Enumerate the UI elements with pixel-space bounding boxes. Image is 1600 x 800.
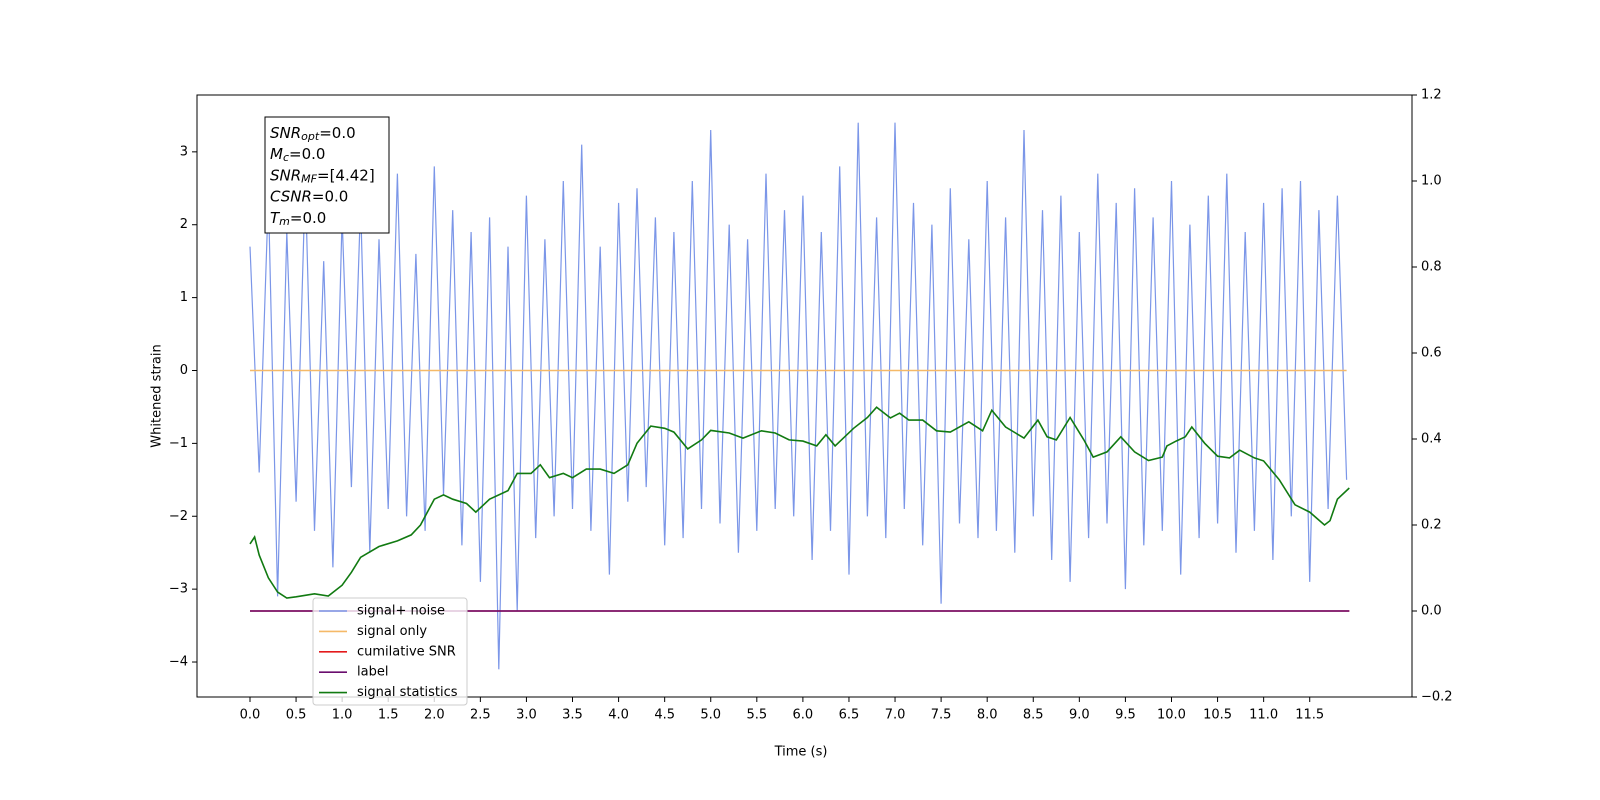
annotation-line: CSNR=0.0	[270, 187, 348, 205]
annotation-line: SNRMF=[4.42]	[270, 166, 375, 186]
x-tick-label: 7.0	[885, 708, 906, 723]
annotation-box: SNRopt=0.0Mc=0.0SNRMF=[4.42]CSNR=0.0Tm=0…	[264, 116, 390, 234]
x-tick-label: 5.0	[700, 708, 721, 723]
annotation-subscript: MF	[301, 172, 317, 185]
y2-tick-label: 0.6	[1421, 346, 1442, 361]
x-tick-label: 9.0	[1069, 708, 1090, 723]
y-tick-label: −4	[169, 655, 188, 670]
legend-label: signal+ noise	[357, 604, 445, 619]
annotation-symbol: M	[270, 145, 283, 163]
annotation-value: =0.0	[319, 124, 355, 142]
x-tick-label: 0.5	[286, 708, 307, 723]
x-tick-label: 3.5	[562, 708, 583, 723]
y-tick-label: −2	[169, 509, 188, 524]
legend-label: signal statistics	[357, 685, 458, 700]
x-tick-label: 9.5	[1115, 708, 1136, 723]
annotation-line: SNRopt=0.0	[270, 124, 356, 144]
legend-label: label	[357, 665, 388, 680]
annotation-value: =0.0	[290, 208, 326, 226]
legend: signal+ noise signal only cumilative SNR la…	[312, 597, 468, 706]
y-tick-label: 1	[180, 290, 188, 305]
x-tick-label: 5.5	[746, 708, 767, 723]
x-tick-label: 1.0	[332, 708, 353, 723]
x-axis-label: Time (s)	[774, 745, 828, 760]
annotation-frame	[264, 116, 390, 234]
annotation-line: Mc=0.0	[270, 145, 325, 165]
y2-tick-label: 1.2	[1421, 88, 1442, 103]
legend-label: signal only	[357, 624, 427, 639]
annotation-value: =0.0	[312, 187, 348, 205]
annotation-symbol: SNR	[270, 166, 301, 184]
annotation-symbol: SNR	[270, 124, 301, 142]
x-tick-label: 8.5	[1023, 708, 1044, 723]
x-tick-label: 1.5	[378, 708, 399, 723]
legend-frame	[312, 597, 468, 706]
y-tick-label: 3	[180, 144, 188, 159]
series-line	[249, 406, 1350, 599]
series-line	[249, 122, 1348, 670]
y-tick-label: 2	[180, 217, 188, 232]
plot-frame	[196, 94, 1413, 698]
y2-tick-label: 0.0	[1421, 604, 1442, 619]
x-tick-label: 6.0	[793, 708, 814, 723]
x-tick-label: 10.5	[1203, 708, 1232, 723]
annotation-line: Tm=0.0	[270, 208, 326, 228]
x-tick-label: 11.0	[1249, 708, 1278, 723]
y-axis-label: Whitened strain	[150, 344, 165, 447]
x-tick-label: 4.0	[608, 708, 629, 723]
x-tick-label: 8.0	[977, 708, 998, 723]
annotation-subscript: m	[279, 215, 290, 228]
y2-tick-label: 0.4	[1421, 432, 1442, 447]
y-tick-label: −3	[169, 582, 188, 597]
annotation-value: =[4.42]	[317, 166, 375, 184]
x-tick-label: 10.0	[1157, 708, 1186, 723]
x-tick-label: 7.5	[931, 708, 952, 723]
y2-tick-label: 0.2	[1421, 518, 1442, 533]
x-tick-label: 11.5	[1295, 708, 1324, 723]
x-tick-label: 4.5	[654, 708, 675, 723]
annotation-symbol: CSNR	[270, 187, 312, 205]
annotation-subscript: c	[283, 151, 289, 164]
x-tick-label: 3.0	[516, 708, 537, 723]
y2-tick-label: 1.0	[1421, 174, 1442, 189]
x-tick-label: 2.0	[424, 708, 445, 723]
y-tick-label: 0	[180, 363, 188, 378]
x-tick-label: 0.0	[240, 708, 261, 723]
x-tick-label: 2.5	[470, 708, 491, 723]
x-tick-label: 6.5	[839, 708, 860, 723]
annotation-symbol: T	[270, 208, 281, 226]
y2-tick-label: 0.8	[1421, 260, 1442, 275]
annotation-value: =0.0	[289, 145, 325, 163]
y2-tick-label: −0.2	[1421, 690, 1453, 705]
y-tick-label: −1	[169, 436, 188, 451]
annotation-subscript: opt	[301, 130, 320, 143]
legend-label: cumilative SNR	[357, 644, 456, 659]
